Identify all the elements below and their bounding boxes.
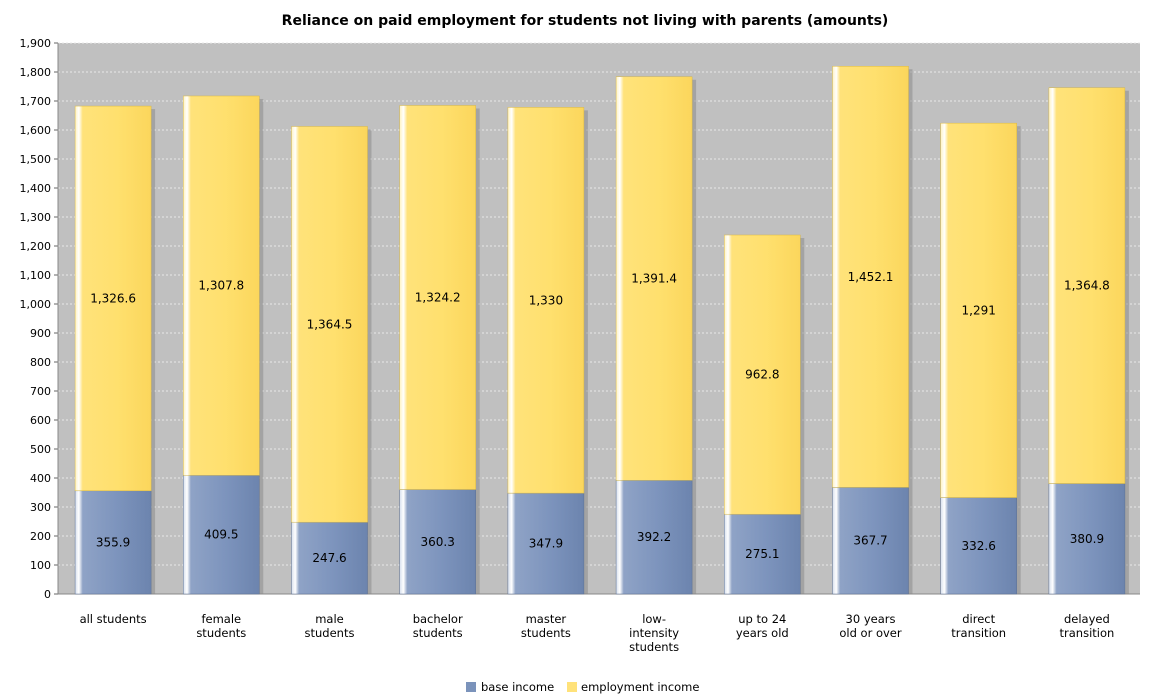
bar-employment-income-30-years-old-or-over — [832, 66, 909, 488]
bar-base-income-male-students — [291, 521, 368, 595]
data-label-employment-income: 1,364.5 — [307, 317, 353, 331]
y-tick-label: 1,100 — [20, 269, 52, 282]
data-label-employment-income: 1,307.8 — [198, 279, 244, 293]
bar-base-income-female-students — [183, 474, 260, 595]
legend-swatch-base-income — [466, 682, 476, 692]
legend-label-base-income: base income — [481, 680, 554, 694]
data-label-base-income: 380.9 — [1070, 532, 1104, 546]
bar-employment-income-delayed-transition — [1048, 87, 1126, 484]
y-tick-label: 1,600 — [20, 124, 52, 137]
data-label-employment-income: 1,330 — [529, 293, 563, 307]
y-tick-label: 1,300 — [20, 211, 52, 224]
data-label-base-income: 275.1 — [745, 547, 779, 561]
data-label-base-income: 367.7 — [853, 534, 887, 548]
y-tick-label: 1,500 — [20, 153, 52, 166]
chart-title: Reliance on paid employment for students… — [282, 13, 889, 29]
legend-label-employment-income: employment income — [581, 680, 699, 694]
data-label-base-income: 409.5 — [204, 528, 238, 542]
bar-base-income-low-intensity-students — [615, 480, 693, 595]
bar-base-income-all-students — [74, 490, 152, 595]
y-tick-label: 1,400 — [20, 182, 52, 195]
x-tick-label: bachelor students — [413, 612, 463, 640]
bar-base-income-master-students — [507, 492, 585, 595]
x-tick-label: up to 24 years old — [736, 612, 789, 640]
y-tick-label: 400 — [30, 472, 51, 485]
data-label-employment-income: 1,364.8 — [1064, 279, 1110, 293]
data-label-employment-income: 1,324.2 — [415, 291, 461, 305]
bar-employment-income-up-to-24-years-old — [724, 234, 801, 515]
y-tick-label: 600 — [30, 414, 51, 427]
y-tick-label: 800 — [30, 356, 51, 369]
x-tick-label: female students — [196, 612, 246, 640]
x-tick-label: low-intensity students — [629, 612, 679, 654]
y-tick-label: 1,700 — [20, 95, 52, 108]
axes: 0 100 200 300 400 500 600 700 800 900 1,000 1,100 1,… — [20, 37, 1140, 601]
bars — [74, 66, 1129, 595]
data-label-base-income: 332.6 — [962, 539, 996, 553]
legend-swatch-employment-income — [567, 682, 577, 692]
data-label-base-income: 360.3 — [421, 535, 455, 549]
y-tick-label: 1,900 — [20, 37, 52, 50]
data-label-base-income: 247.6 — [312, 551, 346, 565]
bar-base-income-direct-transition — [940, 497, 1017, 595]
data-labels: 355.9 1,326.6 409.5 1,307.8 247.6 1,364.5 360.… — [90, 270, 1110, 565]
data-label-employment-income: 1,326.6 — [90, 291, 136, 305]
y-tick-label: 1,000 — [20, 298, 52, 311]
y-tick-label: 900 — [30, 327, 51, 340]
y-tick-label: 1,200 — [20, 240, 52, 253]
x-tick-label: male students — [305, 612, 355, 640]
legend: base income employment income — [466, 680, 699, 694]
x-tick-label: delayed transition — [1060, 612, 1115, 640]
bar-employment-income-female-students — [183, 95, 260, 476]
bar-base-income-30-years-old-or-over — [832, 487, 909, 595]
bar-base-income-bachelor-students — [399, 489, 476, 595]
bar-employment-income-all-students — [74, 105, 152, 492]
y-tick-label: 0 — [44, 588, 51, 601]
data-label-employment-income: 1,452.1 — [848, 270, 894, 284]
bar-employment-income-bachelor-students — [399, 105, 476, 490]
data-label-employment-income: 962.8 — [745, 368, 779, 382]
data-label-employment-income: 1,391.4 — [631, 272, 677, 286]
x-tick-label: direct transition — [951, 612, 1006, 640]
data-label-base-income: 392.2 — [637, 530, 671, 544]
x-tick-label: 30 years old or over — [839, 612, 902, 640]
x-tick-label: all students — [80, 612, 147, 626]
y-tick-label: 700 — [30, 385, 51, 398]
x-tick-label: master students — [521, 612, 571, 640]
bar-base-income-up-to-24-years-old — [724, 513, 801, 595]
category-labels: all students female students male students ba… — [80, 612, 1115, 654]
bar-employment-income-low-intensity-students — [615, 76, 693, 481]
bar-employment-income-male-students — [291, 126, 368, 523]
y-tick-label: 300 — [30, 501, 51, 514]
y-tick-label: 500 — [30, 443, 51, 456]
bar-base-income-delayed-transition — [1048, 483, 1126, 595]
y-tick-label: 1,800 — [20, 66, 52, 79]
y-tick-label: 200 — [30, 530, 51, 543]
data-label-base-income: 355.9 — [96, 535, 130, 549]
data-label-employment-income: 1,291 — [962, 303, 996, 317]
data-label-base-income: 347.9 — [529, 537, 563, 551]
bar-employment-income-direct-transition — [940, 122, 1017, 498]
y-tick-label: 100 — [30, 559, 51, 572]
bar-employment-income-master-students — [507, 107, 585, 494]
